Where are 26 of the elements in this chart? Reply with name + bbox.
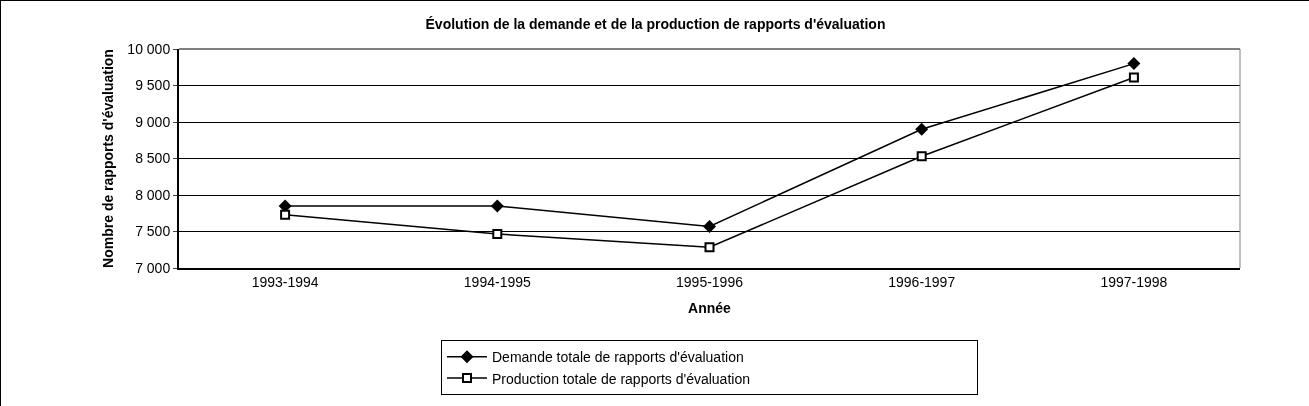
point xyxy=(1127,57,1141,71)
x-tick-label: 1996-1997 xyxy=(888,273,956,290)
x-axis-title: Année xyxy=(688,299,732,316)
chart-title: Évolution de la demande et de la production de rapports d'évaluation xyxy=(425,16,886,33)
x-tick-label: 1995-1996 xyxy=(676,273,744,290)
point xyxy=(704,242,715,253)
point xyxy=(915,122,929,136)
legend-label: Production totale de rapports d'évaluation xyxy=(492,370,750,387)
x-tick-label: 1997-1998 xyxy=(1100,273,1168,290)
point xyxy=(1128,72,1139,83)
point xyxy=(280,209,291,220)
y-tick-label: 7 500 xyxy=(135,223,171,240)
y-tick-label: 9 500 xyxy=(135,77,171,94)
y-tick-label: 8 500 xyxy=(135,150,171,167)
legend-label: Demande totale de rapports d'évaluation xyxy=(492,349,744,366)
point xyxy=(916,151,927,162)
y-axis-title: Nombre de rapports d'évaluation xyxy=(100,49,117,268)
x-tick-label: 1994-1995 xyxy=(463,273,531,290)
x-tick-label: 1993-1994 xyxy=(251,273,319,290)
y-tick-label: 10 000 xyxy=(127,40,171,57)
point xyxy=(492,229,503,240)
y-tick-label: 9 000 xyxy=(135,113,171,130)
y-tick-label: 8 000 xyxy=(135,186,171,203)
point xyxy=(703,219,716,233)
y-tick-label: 7 000 xyxy=(135,259,171,276)
point xyxy=(490,199,504,213)
